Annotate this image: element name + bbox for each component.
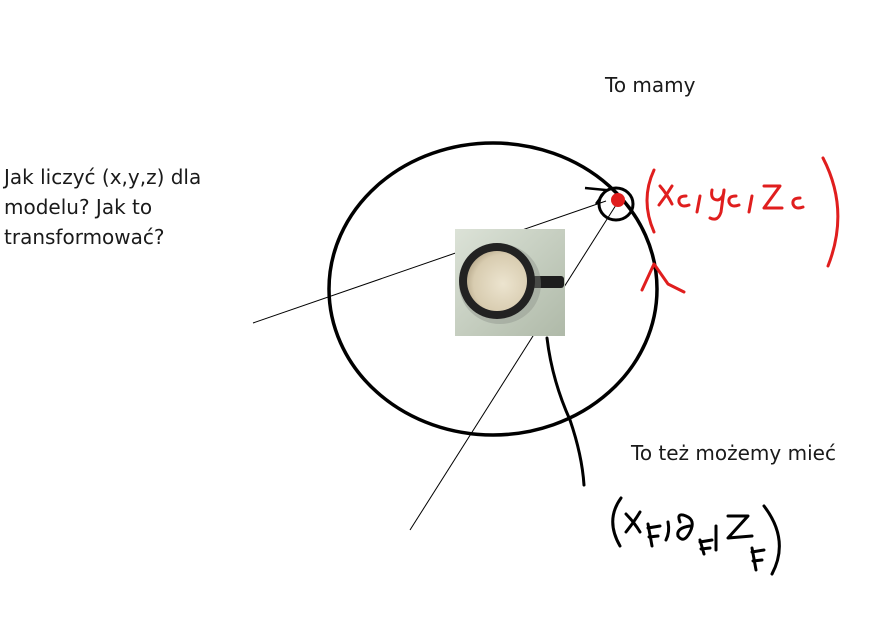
question-label: Jak liczyć (x,y,z) dla modelu? Jak to tr… (4, 165, 202, 249)
mug-coffee (467, 251, 527, 311)
camera-coords-handwriting (640, 156, 840, 294)
frame-coords-handwriting (611, 496, 781, 576)
arrow-to-camera-point (584, 186, 609, 205)
camera-point-circle (597, 186, 635, 222)
mug-handle (532, 276, 564, 288)
camera-point-marker (611, 193, 625, 207)
bottom-right-label: To też możemy mieć (631, 441, 836, 465)
frame-link-stroke (545, 336, 586, 487)
coffee-mug-photo (455, 229, 565, 336)
guide-line-bottom (409, 204, 617, 531)
orbit-circle (327, 141, 659, 437)
top-right-label: To mamy (605, 73, 696, 97)
guide-line-left (252, 200, 607, 324)
